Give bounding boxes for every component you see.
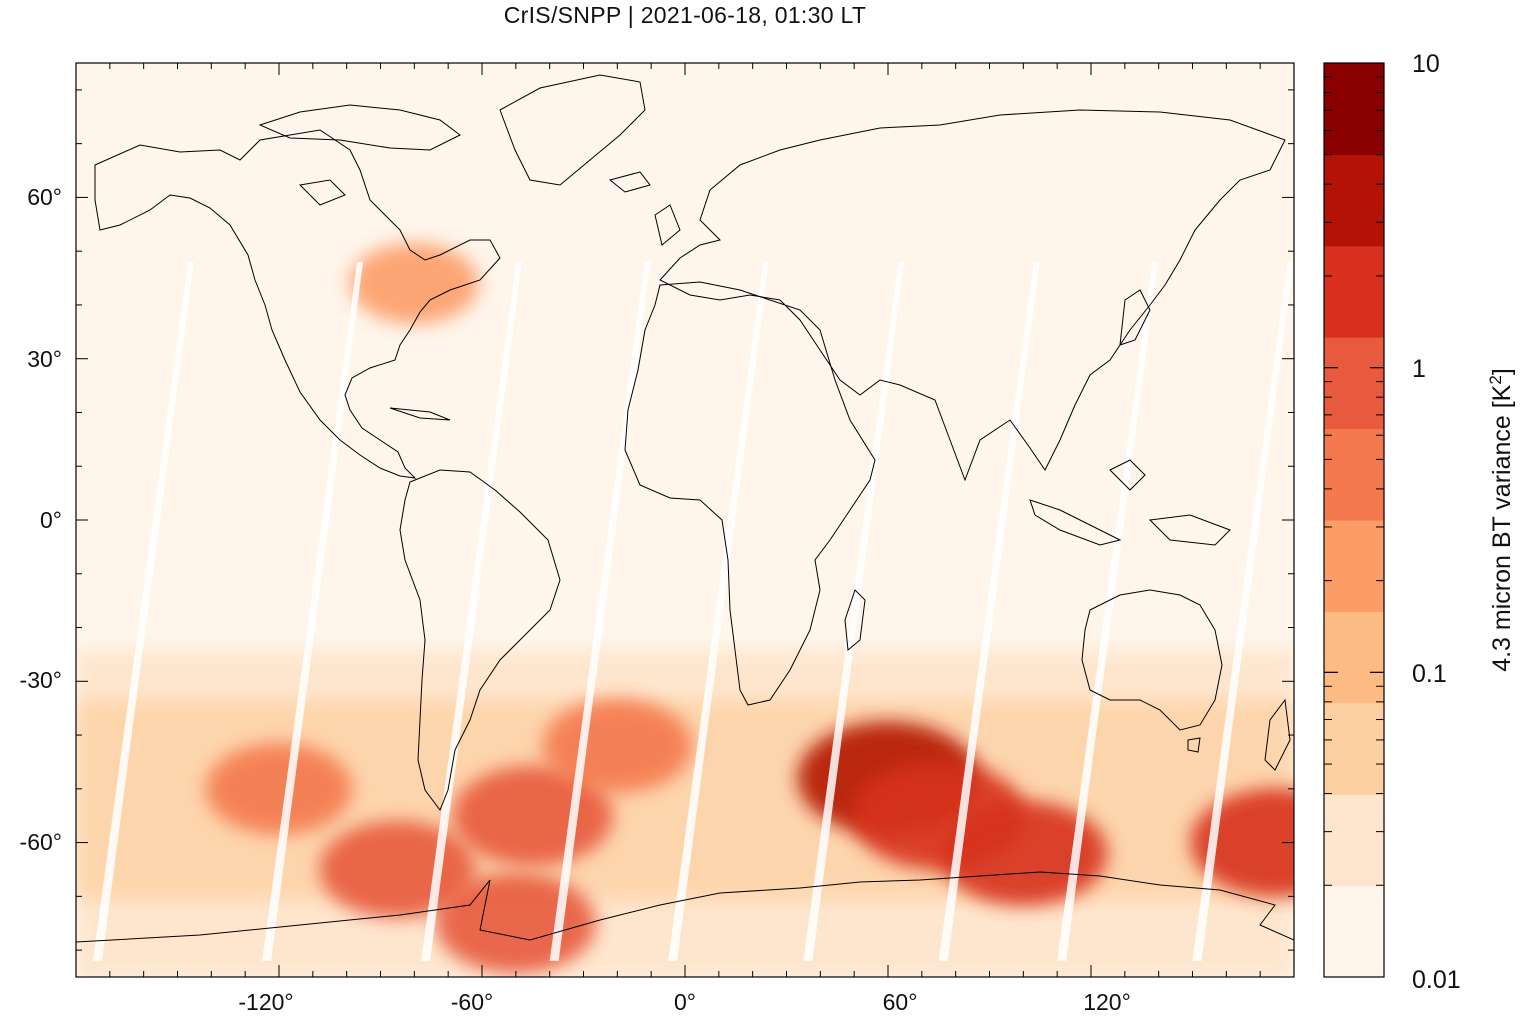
colorbar-band bbox=[1324, 337, 1384, 430]
orbit-gaps bbox=[92, 261, 1294, 961]
colorbar-band bbox=[1324, 154, 1384, 247]
frame-ticks bbox=[76, 63, 1294, 977]
colorbar-tick-label: 1 bbox=[1412, 355, 1426, 383]
y-tick-label: 60° bbox=[27, 184, 62, 210]
orbit-gap bbox=[668, 261, 770, 961]
colorbar-tick-label: 0.01 bbox=[1412, 966, 1461, 994]
colorbar-frame bbox=[1323, 62, 1385, 978]
y-tick-label: 30° bbox=[27, 346, 62, 372]
orbit-gap bbox=[92, 261, 194, 961]
colorbar-band bbox=[1324, 885, 1384, 978]
orbit-gap bbox=[938, 261, 1040, 961]
colorbar-tick-label: 10 bbox=[1412, 50, 1440, 78]
variance-hotspot bbox=[205, 743, 353, 835]
colorbar-band bbox=[1324, 63, 1384, 155]
orbit-gap bbox=[421, 261, 523, 961]
x-axis: -120° -60° 0° 60° 120° bbox=[238, 989, 1130, 1015]
chart-title: CrIS/SNPP | 2021-06-18, 01:30 LT bbox=[503, 2, 867, 28]
colorbar: 10 1 0.1 0.01 4.3 micron BT variance [K2… bbox=[1323, 50, 1516, 994]
orbit-gap bbox=[1057, 261, 1159, 961]
y-axis: 60° 30° 0° -30° -60° bbox=[20, 184, 62, 855]
orbit-gap bbox=[262, 261, 364, 961]
colorbar-band bbox=[1324, 702, 1384, 795]
x-tick-label: 120° bbox=[1083, 989, 1131, 1015]
y-tick-label: -30° bbox=[20, 667, 62, 693]
orbit-gap bbox=[549, 261, 651, 961]
variance-hotspot bbox=[939, 800, 1108, 906]
x-tick-label: 0° bbox=[674, 989, 696, 1015]
orbit-gap bbox=[803, 261, 905, 961]
y-tick-label: 0° bbox=[40, 507, 62, 533]
colorbar-band bbox=[1324, 520, 1384, 612]
x-tick-label: -120° bbox=[238, 989, 293, 1015]
colorbar-band bbox=[1324, 245, 1384, 338]
x-tick-label: -60° bbox=[451, 989, 493, 1015]
colorbar-band bbox=[1324, 794, 1384, 887]
y-tick-label: -60° bbox=[20, 829, 62, 855]
plot-frame bbox=[75, 62, 1295, 978]
colorbar-band bbox=[1324, 611, 1384, 704]
variance-hotspot bbox=[319, 820, 476, 919]
coastlines bbox=[76, 74, 1294, 943]
variance-hotspot bbox=[349, 243, 479, 324]
colorbar-tick-label: 0.1 bbox=[1412, 660, 1447, 688]
colorbar-axis-label: 4.3 micron BT variance [K2] bbox=[1486, 368, 1516, 672]
colorbar-band bbox=[1324, 428, 1384, 521]
variance-hotspot bbox=[542, 698, 693, 793]
orbit-gap bbox=[1192, 261, 1294, 961]
x-tick-label: 60° bbox=[883, 989, 918, 1015]
